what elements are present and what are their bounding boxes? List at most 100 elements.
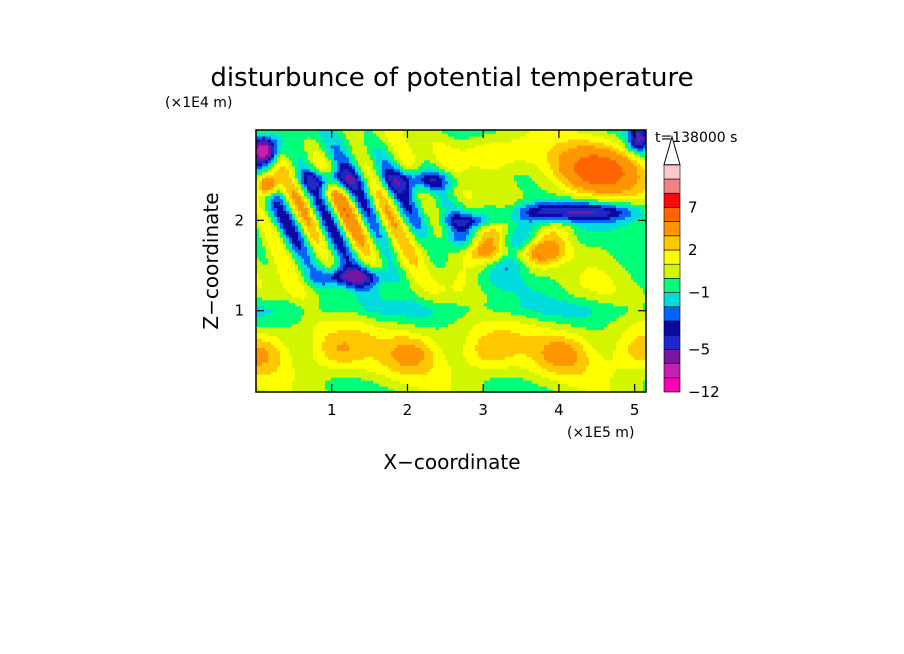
field-cell (424, 192, 428, 214)
field-cell (478, 368, 482, 392)
field-cell (316, 141, 320, 152)
field-cell (583, 305, 587, 319)
field-cell (406, 329, 410, 337)
field-cell (331, 281, 335, 289)
field-cell (610, 320, 614, 360)
field-cell (382, 231, 386, 256)
field-cell (319, 281, 323, 289)
field-cell (340, 269, 344, 274)
field-cell (292, 252, 296, 259)
field-cell (571, 365, 575, 375)
field-cell (544, 189, 548, 200)
field-cell (475, 216, 479, 226)
field-cell (298, 296, 302, 307)
field-cell (472, 365, 476, 392)
field-cell (484, 320, 488, 337)
field-cell (514, 228, 518, 247)
field-cell (307, 207, 311, 217)
field-cell (406, 216, 410, 223)
field-cell (259, 287, 263, 298)
field-cell (466, 252, 470, 268)
field-cell (451, 147, 455, 170)
field-cell (520, 174, 524, 191)
field-cell (424, 305, 428, 319)
field-cell (460, 246, 464, 250)
field-cell (358, 314, 362, 322)
field-cell (382, 159, 386, 179)
field-cell (265, 263, 269, 301)
field-cell (586, 287, 590, 301)
field-cell (613, 141, 617, 149)
field-cell (307, 284, 311, 392)
field-cell (328, 266, 332, 271)
field-cell (454, 195, 458, 206)
field-cell (520, 159, 524, 176)
field-cell (265, 240, 269, 259)
field-cell (460, 240, 464, 247)
field-cell (280, 204, 284, 223)
field-cell (418, 347, 422, 363)
field-cell (493, 368, 497, 378)
field-cell (382, 386, 386, 392)
field-cell (316, 130, 320, 143)
field-cell (463, 314, 467, 345)
field-cell (379, 130, 383, 140)
field-cell (364, 192, 368, 200)
field-cell (349, 311, 353, 322)
field-cell (607, 207, 611, 211)
field-cell (274, 138, 278, 155)
field-cell (325, 365, 329, 381)
field-cell (529, 287, 533, 310)
field-cell (559, 228, 563, 238)
field-cell (640, 192, 644, 200)
field-cell (562, 341, 566, 366)
field-cell (277, 135, 281, 155)
field-cell (433, 278, 437, 295)
field-cell (556, 216, 560, 220)
field-cell (322, 183, 326, 200)
field-cell (325, 231, 329, 238)
field-cell (562, 329, 566, 337)
field-cell (535, 317, 539, 328)
field-cell (634, 159, 638, 167)
field-cell (379, 213, 383, 220)
field-cell (532, 180, 536, 200)
field-cell (583, 201, 587, 206)
field-cell (532, 207, 536, 217)
field-cell (406, 317, 410, 325)
field-cell (643, 308, 646, 322)
field-cell (406, 225, 410, 232)
field-cell (358, 290, 362, 304)
field-cell (547, 162, 551, 179)
field-cell (568, 201, 572, 206)
y-tick-label: 1 (234, 302, 244, 320)
field-cell (325, 281, 329, 289)
field-cell (379, 258, 383, 268)
field-cell (385, 365, 389, 378)
field-cell (601, 222, 605, 232)
field-cell (292, 302, 296, 325)
field-cell (634, 153, 638, 158)
field-cell (571, 222, 575, 229)
field-cell (385, 281, 389, 301)
colorbar-segment (663, 221, 681, 237)
field-cell (343, 329, 347, 342)
field-cell (346, 329, 350, 345)
field-cell (502, 377, 506, 392)
field-cell (484, 231, 488, 241)
field-cell (412, 246, 416, 265)
field-cell (556, 141, 560, 179)
field-cell (349, 156, 353, 164)
field-cell (364, 290, 368, 310)
field-cell (499, 222, 503, 226)
field-cell (586, 222, 590, 232)
field-cell (268, 156, 272, 161)
field-cell (565, 141, 569, 152)
field-cell (412, 386, 416, 392)
field-cell (349, 192, 353, 197)
field-cell (625, 198, 629, 203)
field-cell (286, 237, 290, 244)
field-cell (514, 261, 518, 295)
field-cell (598, 353, 602, 392)
field-cell (523, 246, 527, 250)
